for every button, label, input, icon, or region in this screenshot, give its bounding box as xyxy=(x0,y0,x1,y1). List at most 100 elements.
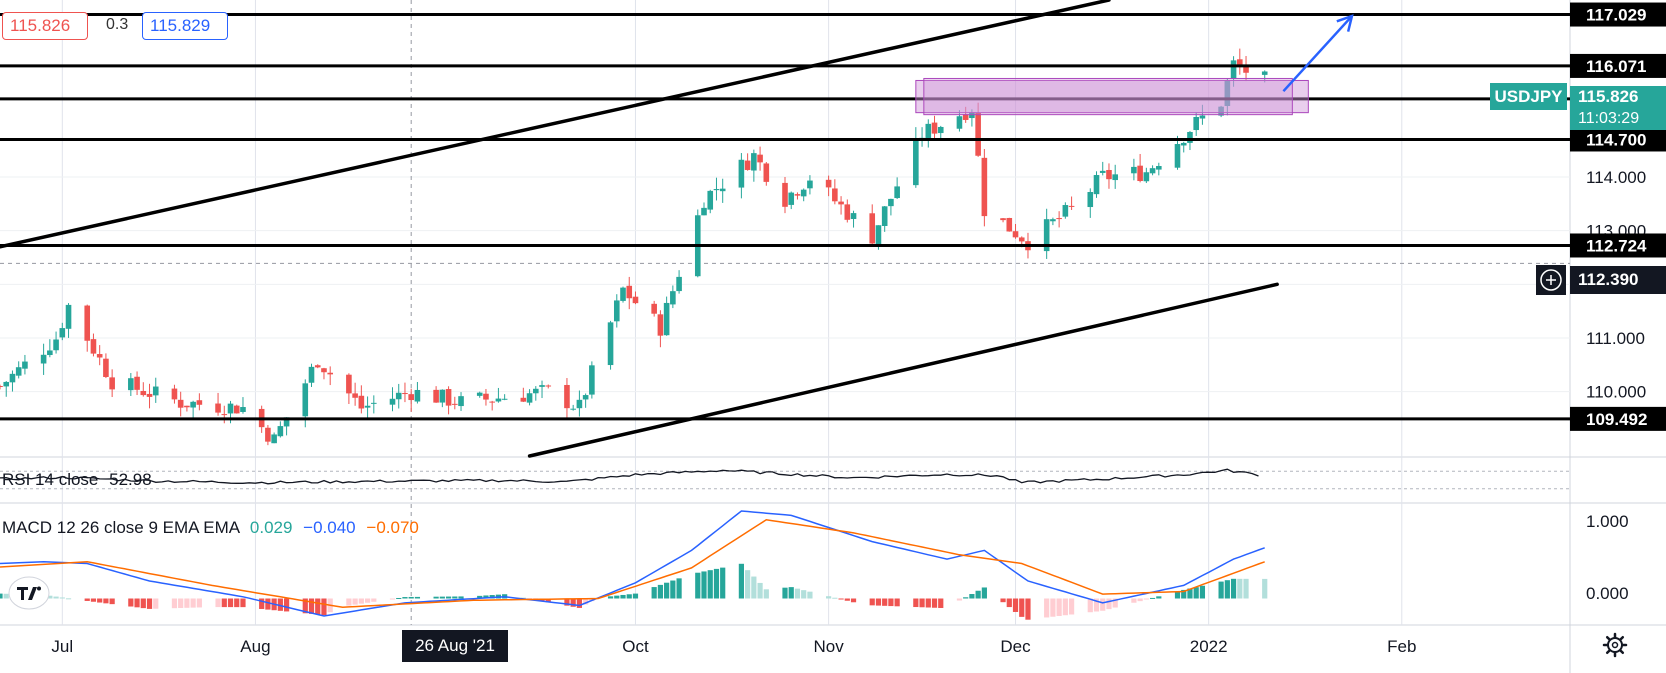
candle-body xyxy=(850,213,857,219)
candle xyxy=(956,110,963,132)
candle xyxy=(713,177,720,201)
candle-body xyxy=(489,401,495,403)
candle xyxy=(869,204,876,245)
rsi-legend[interactable]: RSI 14 close 52.98 xyxy=(2,470,152,490)
candle-body xyxy=(364,405,371,408)
candle-body xyxy=(233,405,240,414)
candle-body xyxy=(452,403,458,405)
macd-hist-bar xyxy=(763,589,769,599)
candle-body xyxy=(414,389,421,402)
candle-body xyxy=(1000,218,1006,221)
macd-hist-bar xyxy=(875,598,882,606)
level-tag xyxy=(1570,53,1666,78)
macd-hist-bar xyxy=(65,598,72,600)
candle xyxy=(90,333,97,357)
candle xyxy=(22,354,28,375)
macd-hist-bar xyxy=(832,597,838,599)
macd-hist-bar xyxy=(707,570,713,599)
candle xyxy=(53,331,59,354)
candle-body xyxy=(1012,231,1019,238)
candle-body xyxy=(794,194,801,196)
macd-hist-bar xyxy=(277,598,283,611)
macd-hist-bar xyxy=(570,598,576,607)
candle xyxy=(539,380,545,399)
macd-hist-bar xyxy=(196,598,202,608)
candle-body xyxy=(975,112,981,156)
macd-hist-bar xyxy=(103,598,109,604)
candle-body xyxy=(196,400,203,405)
candle xyxy=(832,179,838,205)
candle-body xyxy=(763,163,770,182)
macd-hist-bar xyxy=(981,587,987,599)
candle-body xyxy=(1137,165,1143,182)
candle xyxy=(919,127,925,147)
candle-body xyxy=(358,395,365,409)
candle xyxy=(314,364,321,369)
candle-body xyxy=(371,402,377,404)
macd-signal-value: −0.070 xyxy=(366,518,419,537)
candle-body xyxy=(190,401,196,408)
macd-hist-bar xyxy=(925,598,931,608)
candle-body xyxy=(9,373,16,383)
candle-body xyxy=(832,188,838,202)
candle-body xyxy=(1180,142,1187,146)
macd-hist-bar xyxy=(1137,598,1143,602)
candle-body xyxy=(807,180,813,189)
macd-hist-bar xyxy=(869,598,875,606)
candle-body xyxy=(532,388,539,394)
candle xyxy=(607,320,614,370)
candle-body xyxy=(869,213,876,244)
settings-gear-button[interactable] xyxy=(1600,630,1630,660)
candle-body xyxy=(240,407,246,412)
candle-body xyxy=(937,126,944,134)
candle-body xyxy=(1230,60,1237,79)
candle-body xyxy=(1087,192,1094,208)
macd-hist-bar xyxy=(458,596,464,599)
time-axis-label: 2022 xyxy=(1190,637,1228,656)
macd-hist-bar xyxy=(788,587,794,599)
crosshair-date-label: 26 Aug '21 xyxy=(402,630,508,662)
candle xyxy=(1218,105,1224,118)
candle xyxy=(981,149,988,227)
candle xyxy=(190,400,196,420)
bid-price-box[interactable]: 115.826 xyxy=(2,12,88,40)
time-axis-label: Oct xyxy=(622,637,649,656)
macd-hist-bar xyxy=(402,597,408,599)
macd-hist-bar xyxy=(445,596,452,599)
candle xyxy=(632,291,639,305)
candle-body xyxy=(1131,166,1137,174)
candle-body xyxy=(545,385,552,387)
candle-body xyxy=(476,392,483,396)
candle-body xyxy=(408,394,414,401)
ask-price-box[interactable]: 115.829 xyxy=(142,12,228,40)
candle xyxy=(1043,208,1050,259)
candle xyxy=(1087,188,1094,218)
candle-body xyxy=(152,386,159,396)
macd-signal-line xyxy=(0,519,1265,609)
macd-hist-bar xyxy=(140,598,146,609)
macd-hist-bar xyxy=(483,595,489,599)
candle xyxy=(152,377,159,403)
candle-body xyxy=(956,116,963,129)
candle xyxy=(389,387,396,412)
macd-hist-bar xyxy=(695,572,701,599)
macd-hist-bar xyxy=(265,598,271,610)
macd-hist-bar xyxy=(358,598,364,604)
candle-body xyxy=(844,204,851,220)
candle xyxy=(277,421,284,438)
candle xyxy=(458,392,464,411)
macd-hist-bar xyxy=(221,598,227,608)
candle xyxy=(894,177,900,200)
macd-hist-bar xyxy=(720,567,726,599)
candle xyxy=(838,196,844,215)
candle xyxy=(850,210,857,228)
crosshair-add-button[interactable] xyxy=(1536,265,1566,295)
macd-legend[interactable]: MACD 12 26 close 9 EMA EMA 0.029 −0.040 … xyxy=(2,518,419,538)
candle-body xyxy=(1143,172,1150,182)
macd-hist-bar xyxy=(745,570,751,599)
trendline xyxy=(527,282,1279,458)
candle xyxy=(196,393,203,411)
candle xyxy=(483,388,489,406)
candle xyxy=(844,199,851,223)
